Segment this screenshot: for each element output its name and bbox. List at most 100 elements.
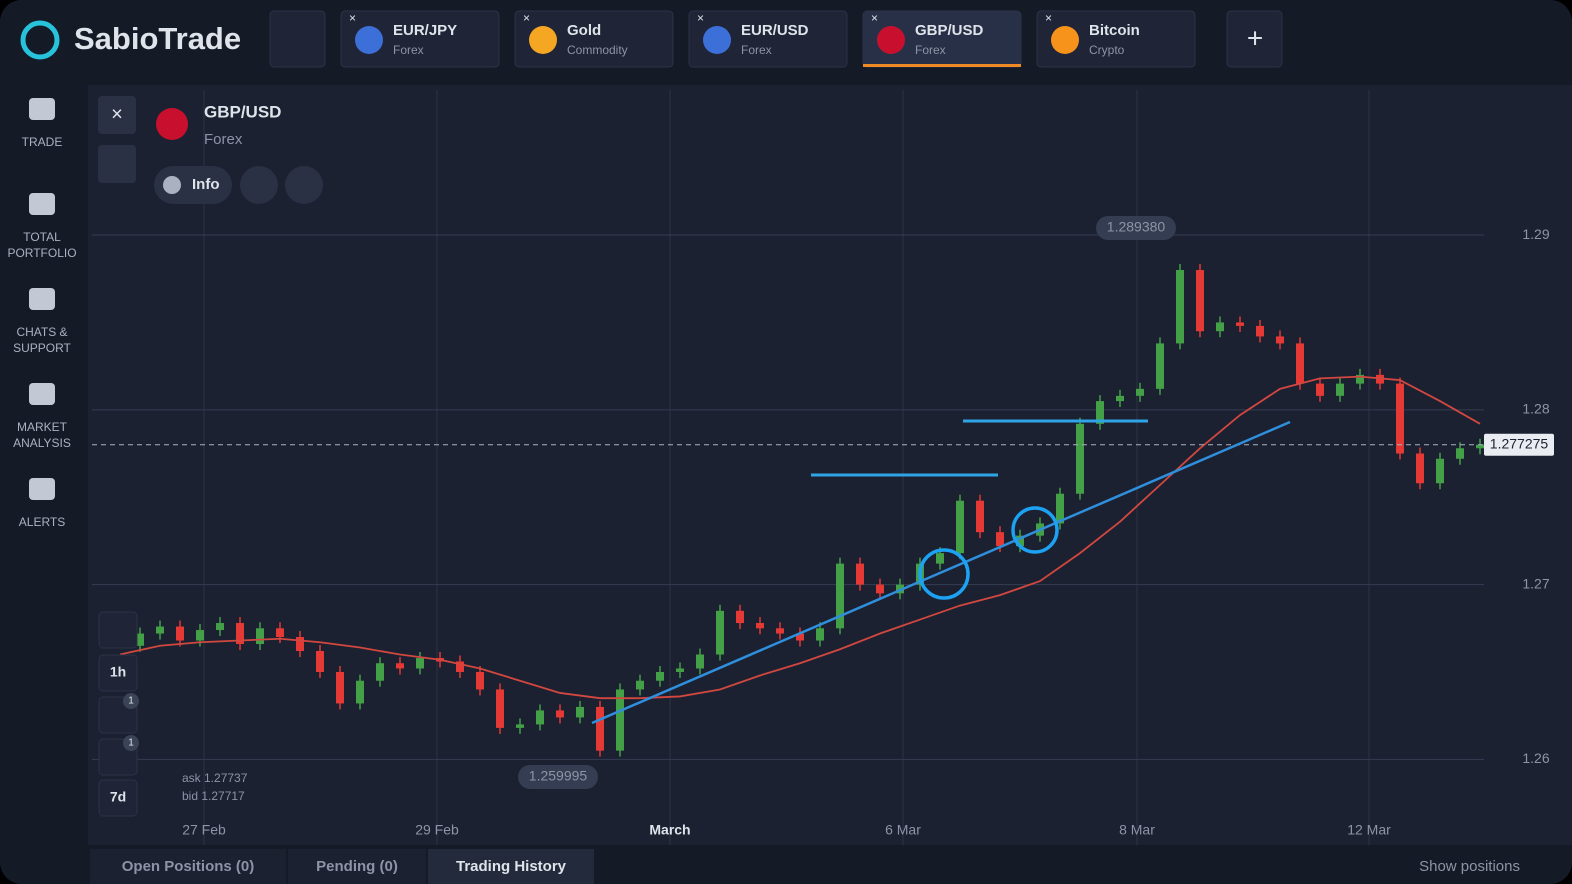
favorite-button[interactable] [285,166,323,204]
candle [1456,448,1464,459]
candle [1476,444,1484,449]
tab-icon [1051,26,1079,54]
candle [356,680,364,704]
candle [1096,401,1104,424]
candle [756,623,764,629]
tab-kind: Commodity [567,43,628,57]
footer-tab-label: Trading History [456,858,567,875]
candle [316,651,324,672]
sidebar-label[interactable]: CHATS & SUPPORT [13,325,71,355]
candle [596,706,604,751]
chart-type-button[interactable] [98,611,138,649]
badge [123,735,139,751]
collapse-button[interactable] [98,145,136,183]
footer-tab[interactable] [428,849,594,884]
candle [536,710,544,725]
highlight-circle [1011,506,1059,554]
sidebar-icon [29,98,55,120]
show-positions[interactable]: Show positions [1419,858,1520,875]
candle [716,610,724,655]
tab-name: EUR/JPY [393,22,457,39]
candle [216,623,224,631]
candle [976,500,984,533]
candle [496,689,504,728]
candle [1116,395,1124,402]
badge-count: 1 [128,738,134,749]
tab[interactable] [340,10,500,68]
y-tick-label: 1.29 [1522,226,1549,242]
candle [676,668,684,672]
info-button[interactable] [154,166,232,204]
candle [1216,322,1224,332]
candle [396,663,404,669]
tab-name: GBP/USD [915,22,984,39]
y-tick-label: 1.28 [1522,401,1549,417]
y-tick-label: 1.26 [1522,750,1549,766]
candle [236,623,244,645]
candle [1396,383,1404,454]
candle [176,626,184,641]
interval-button[interactable] [98,654,138,692]
candle [816,628,824,641]
high-box [1096,216,1176,240]
layout-button[interactable] [269,10,326,68]
sidebar-icon [29,478,55,500]
range: 7d [110,789,126,805]
high-label: 1.289380 [1107,219,1166,235]
candle [1136,388,1144,396]
candle [1236,322,1244,326]
footer-tab[interactable] [90,849,286,884]
badge [123,693,139,709]
tab-close: × [349,11,356,25]
trend-line [591,420,1291,725]
sidebar-icon [29,288,55,310]
candle [956,500,964,554]
sidebar-label[interactable]: MARKET ANALYSIS [13,420,71,450]
sidebar-label[interactable]: TOTAL PORTFOLIO [7,230,76,260]
toolbar: 1h 7d 1 1 [98,611,139,817]
candle [276,628,284,638]
logo: SabioTrade [74,21,241,56]
tab-kind: Forex [741,43,772,57]
ask: ask 1.27737 [182,771,248,785]
price-label: 1.277275 [1490,435,1549,451]
instrument-name: GBP/USD [204,102,281,121]
candle [1356,374,1364,384]
close-icon: × [111,103,123,125]
sidebar-icon [29,383,55,405]
sidebar-label[interactable]: TRADE [22,135,63,149]
range-button[interactable] [98,779,138,817]
tab-indicator [863,64,1021,67]
sidebar-label[interactable]: ALERTS [19,515,65,529]
tab-close: × [697,11,704,25]
candle [636,680,644,690]
tab[interactable] [688,10,848,68]
tab-name: EUR/USD [741,22,809,39]
tab[interactable] [514,10,674,68]
tab-name: Bitcoin [1089,22,1140,39]
footer-tab-label: Open Positions (0) [122,858,255,875]
tab-icon [529,26,557,54]
candle [516,724,524,728]
candle [876,584,884,594]
candle [1176,270,1184,344]
candle [1436,458,1444,484]
alert-button[interactable] [240,166,278,204]
add-tab[interactable] [1226,10,1283,68]
footer-tab[interactable] [288,849,426,884]
badge-count: 1 [128,696,134,707]
candle [256,628,264,645]
interval: 1h [110,664,126,680]
candle [996,532,1004,547]
x-tick-label: 27 Feb [182,822,226,838]
candle [1156,343,1164,389]
candle [376,663,384,681]
x-tick-label: 8 Mar [1119,822,1155,838]
tab[interactable] [1036,10,1196,68]
candle [776,628,784,634]
tab-kind: Forex [915,43,946,57]
candle [556,710,564,718]
close-button[interactable] [98,96,136,134]
candle [656,671,664,681]
